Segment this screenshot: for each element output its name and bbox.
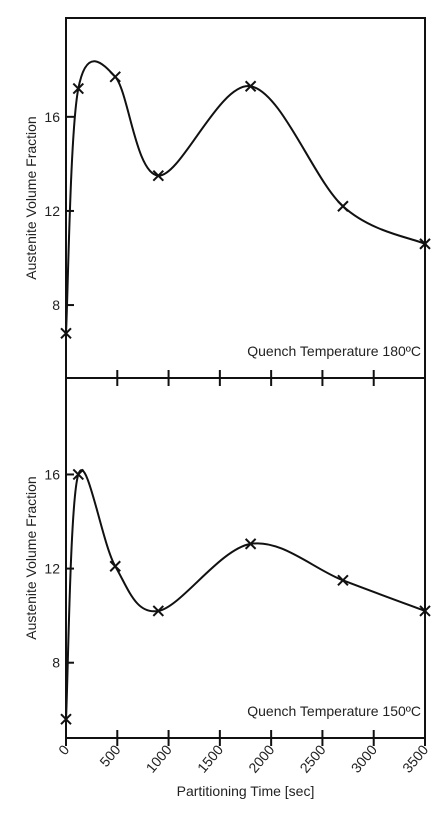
data-line: [65, 469, 426, 720]
x-tick-label: 2000: [245, 741, 277, 775]
data-marker: [337, 574, 349, 587]
y-tick-label: 8: [52, 297, 60, 313]
x-tick-label: 3500: [399, 741, 431, 775]
data-marker: [60, 327, 72, 340]
y-tick-label: 12: [44, 203, 60, 219]
data-marker: [109, 71, 121, 83]
y-axis-title: Austenite Volume Fraction: [23, 476, 39, 639]
data-marker: [337, 200, 349, 212]
data-marker: [244, 80, 257, 92]
y-tick-label: 12: [44, 561, 60, 577]
x-tick-label: 0: [55, 741, 72, 757]
data-marker: [419, 238, 431, 250]
annotation: Quench Temperature 180ºC: [247, 343, 421, 359]
x-tick-label: 1000: [143, 741, 175, 775]
data-line: [65, 60, 426, 334]
x-axis-title: Partitioning Time [sec]: [177, 783, 315, 799]
data-marker: [152, 605, 165, 617]
data-marker: [60, 713, 72, 725]
data-marker: [419, 605, 431, 617]
plot-frame: [65, 377, 426, 739]
x-tick-label: 500: [96, 741, 123, 769]
y-tick-label: 16: [44, 466, 60, 482]
x-tick-label: 2500: [296, 741, 328, 775]
data-marker: [152, 169, 165, 182]
data-marker: [109, 560, 121, 572]
y-tick-label: 16: [44, 109, 60, 125]
annotation: Quench Temperature 150ºC: [247, 703, 421, 719]
data-marker: [72, 468, 85, 481]
x-tick-label: 3000: [348, 741, 380, 775]
data-marker: [244, 538, 257, 550]
y-tick-label: 8: [52, 655, 60, 671]
data-marker: [72, 82, 85, 95]
y-axis-title: Austenite Volume Fraction: [23, 116, 39, 279]
x-tick-label: 1500: [194, 741, 226, 775]
